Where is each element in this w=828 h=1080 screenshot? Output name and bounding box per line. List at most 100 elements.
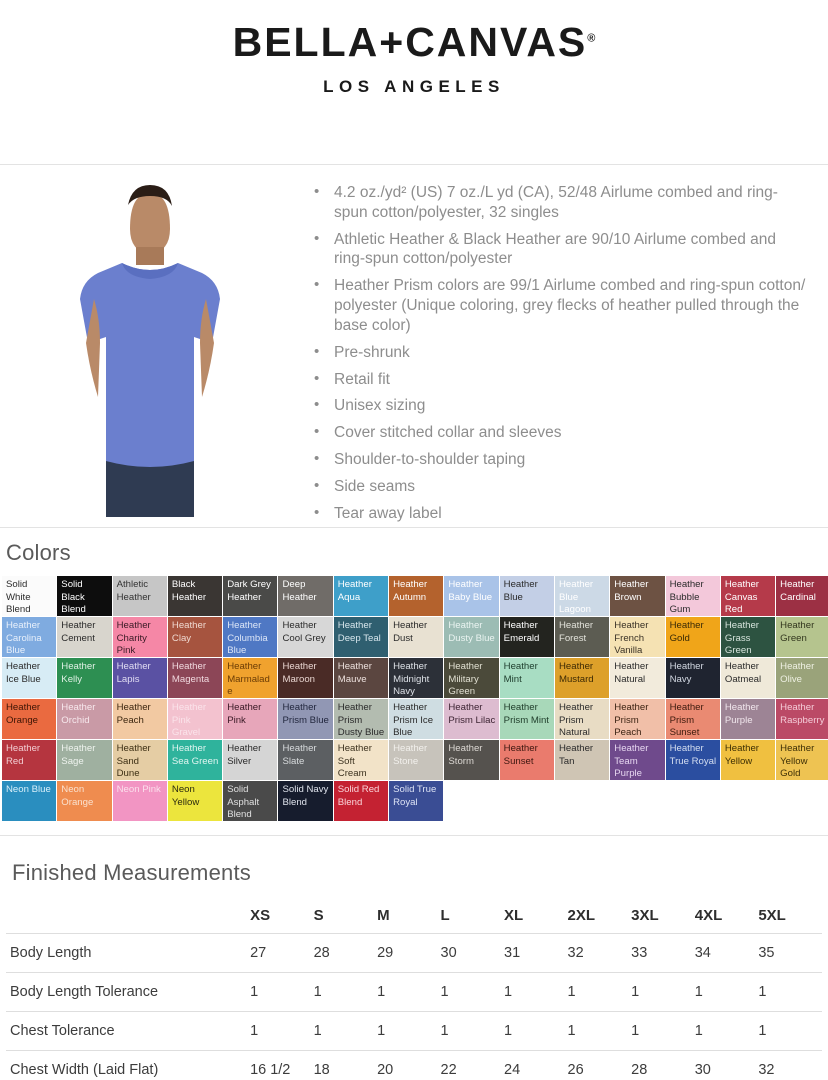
color-swatch[interactable]: Heather Team Purple [610,740,665,780]
color-swatch[interactable]: Heather Marmalade [223,658,278,698]
color-swatch[interactable]: Heather Dust [389,617,444,657]
color-swatch[interactable]: Heather Yellow [720,740,776,780]
color-swatch[interactable]: Heather Raspberry [776,699,828,739]
color-swatch[interactable]: Neon Pink [112,781,167,821]
color-swatch-label: Heather Forest [558,620,594,644]
color-swatch[interactable]: Heather Orange [2,699,57,739]
color-swatch[interactable]: Heather Sage [57,740,112,780]
color-swatch[interactable]: Heather Cement [57,617,112,657]
color-swatch[interactable]: Solid Asphalt Blend [223,781,278,821]
color-swatch[interactable]: Heather Columbia Blue [223,617,278,657]
color-swatch[interactable]: Heather Baby Blue [444,576,499,616]
color-swatch[interactable]: Heather Prism Mint [499,699,554,739]
color-swatch[interactable]: Heather Prism Sunset [665,699,720,739]
color-swatch-label: Heather Purple [724,702,759,726]
color-swatch[interactable]: Heather Forest [554,617,610,657]
color-swatch[interactable]: Heather Mustard [554,658,610,698]
brand-name: BELLA+CANVAS [232,19,588,65]
color-swatch[interactable]: Heather French Vanilla [610,617,665,657]
color-swatch[interactable]: Heather Storm [444,740,499,780]
color-swatch[interactable]: Heather Prism Natural [554,699,610,739]
color-swatch[interactable]: Heather Ice Blue [2,658,57,698]
list-item: Athletic Heather & Black Heather are 90/… [308,229,810,270]
color-swatch[interactable]: Heather Brown [610,576,665,616]
color-swatch[interactable]: Heather Purple [720,699,776,739]
color-swatch-label: Heather Midnight Navy [393,661,430,698]
color-swatch[interactable]: Heather Tan [554,740,610,780]
color-swatch[interactable]: Heather Oatmeal [720,658,776,698]
row-label: Chest Width (Laid Flat) [10,1062,159,1078]
color-swatch[interactable]: Heather Grass Green [720,617,776,657]
color-swatch[interactable]: Heather Sunset [499,740,554,780]
color-swatch[interactable]: Heather Blue Lagoon [554,576,610,616]
color-swatch-label: Heather Lapis [116,661,151,685]
color-swatch[interactable]: Heather Magenta [167,658,223,698]
color-swatch[interactable]: Heather Cool Grey [278,617,333,657]
color-swatch[interactable]: Heather Dusty Blue [444,617,499,657]
color-swatch[interactable]: Heather Mint [499,658,554,698]
color-swatch[interactable]: Heather Sand Dune [112,740,167,780]
color-swatch[interactable]: Heather Pink [223,699,278,739]
color-swatch[interactable]: Heather Silver [223,740,278,780]
color-swatch[interactable]: Heather Peach [112,699,167,739]
color-swatch[interactable]: Heather Orchid [57,699,112,739]
measurement-value: 29 [377,945,394,961]
color-swatch[interactable]: Dark Grey Heather [223,576,278,616]
color-swatch[interactable]: Athletic Heather [112,576,167,616]
color-swatch[interactable]: Heather Carolina Blue [2,617,57,657]
color-swatch[interactable]: Heather Prism Dusty Blue [333,699,389,739]
color-swatch[interactable]: Heather True Royal [665,740,720,780]
color-swatch-label: Heather Yellow [724,743,759,767]
color-swatch[interactable]: Solid White Blend [2,576,57,616]
color-swatch[interactable]: Heather Green [776,617,828,657]
color-swatch-label: Heather Orange [6,702,41,726]
color-swatch[interactable]: Heather Yellow Gold [776,740,828,780]
color-swatch[interactable]: Heather Prism Ice Blue [389,699,444,739]
color-swatch[interactable]: Heather Canvas Red [720,576,776,616]
color-swatch[interactable]: Heather Aqua [333,576,389,616]
color-swatch[interactable]: Neon Blue [2,781,57,821]
measurement-value: 1 [504,984,513,1000]
color-swatch-label: Heather Peach [116,702,151,726]
color-swatch[interactable]: Heather Prism Peach [610,699,665,739]
color-swatch[interactable]: Heather Soft Cream [333,740,389,780]
color-swatch[interactable]: Solid Red Blend [333,781,389,821]
color-swatch[interactable]: Heather Navy [665,658,720,698]
color-swatch[interactable]: Solid Navy Blend [278,781,333,821]
color-swatch[interactable]: Heather Emerald [499,617,554,657]
color-swatch[interactable]: Heather Gold [665,617,720,657]
color-swatch[interactable]: Neon Orange [57,781,112,821]
color-swatch[interactable]: Heather Red [2,740,57,780]
color-swatch[interactable]: Heather Deep Teal [333,617,389,657]
color-swatch[interactable]: Heather Maroon [278,658,333,698]
color-swatch[interactable]: Heather Kelly [57,658,112,698]
color-swatch[interactable]: Heather Charity Pink [112,617,167,657]
color-swatch[interactable]: Heather Slate [278,740,333,780]
color-swatch[interactable]: Black Heather [167,576,223,616]
color-swatch[interactable]: Heather Natural [610,658,665,698]
color-swatch[interactable]: Heather Lapis [112,658,167,698]
color-swatch[interactable]: Solid Black Blend [57,576,112,616]
color-swatch[interactable]: Heather Bubble Gum [665,576,720,616]
color-swatch[interactable]: Neon Yellow [167,781,223,821]
color-swatch[interactable]: Heather Olive [776,658,828,698]
color-swatch[interactable]: Heather Pink Gravel [167,699,223,739]
color-swatch[interactable]: Heather Prism Lilac [444,699,499,739]
color-swatch[interactable]: Solid True Royal [389,781,444,821]
color-swatch[interactable]: Heather Stone [389,740,444,780]
color-swatch[interactable]: Heather Autumn [389,576,444,616]
list-item: Shoulder-to-shoulder taping [308,449,810,470]
measurement-value: 1 [377,984,386,1000]
measurement-value: 1 [758,984,767,1000]
color-swatch[interactable]: Heather Cardinal [776,576,828,616]
color-swatch[interactable]: Heather Sea Green [167,740,223,780]
table-row: Body Length 27 28 29 30 31 32 33 34 35 [6,933,822,973]
color-swatch[interactable]: Deep Heather [278,576,333,616]
color-swatch[interactable]: Heather Blue [499,576,554,616]
color-swatch[interactable]: Heather Prism Blue [278,699,333,739]
color-swatch[interactable]: Heather Military Green [444,658,499,698]
color-swatch-label: Heather Charity Pink [116,620,151,657]
color-swatch[interactable]: Heather Clay [167,617,223,657]
color-swatch[interactable]: Heather Mauve [333,658,389,698]
color-swatch[interactable]: Heather Midnight Navy [389,658,444,698]
